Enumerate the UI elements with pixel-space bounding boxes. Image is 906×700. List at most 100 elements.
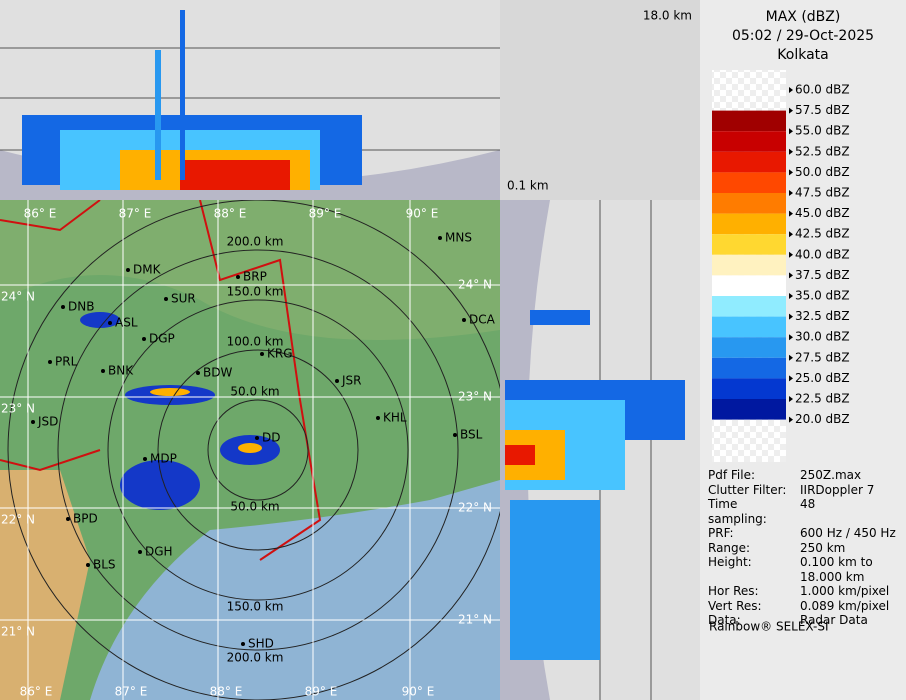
- city-dot: [143, 457, 147, 461]
- legend-label: 55.0 dBZ: [795, 124, 850, 138]
- city-label: KRG: [267, 347, 293, 361]
- city-dot: [376, 416, 380, 420]
- legend-arrow: [789, 272, 793, 279]
- city-label: BDW: [203, 366, 232, 380]
- info-key: Height:: [708, 555, 752, 569]
- info-row: Time sampling: 48: [708, 497, 904, 526]
- legend-label: 22.5 dBZ: [795, 392, 850, 406]
- range-ring: [157, 349, 359, 551]
- lon-label: 88° E: [214, 207, 247, 221]
- legend-arrow: [789, 210, 793, 217]
- legend-swatch: [712, 399, 786, 420]
- info-value: IIRDoppler 7: [800, 482, 875, 497]
- info-value: 0.089 km/pixel: [800, 598, 890, 613]
- info-row: Range: 250 km: [708, 541, 904, 556]
- side-echo: [505, 310, 685, 660]
- legend-label: 60.0 dBZ: [795, 83, 850, 97]
- legend-label: 37.5 dBZ: [795, 268, 850, 282]
- lat-label: 21° N: [1, 625, 35, 639]
- city-label: DGP: [149, 332, 175, 346]
- legend-swatch: [712, 254, 786, 276]
- range-label: 100.0 km: [227, 335, 284, 349]
- range-label: 150.0 km: [227, 600, 284, 614]
- legend-label: 20.0 dBZ: [795, 412, 850, 426]
- lon-label: 90° E: [402, 685, 435, 699]
- legend-label: 45.0 dBZ: [795, 206, 850, 220]
- info-row: Data: Radar Data: [708, 613, 904, 628]
- info-value: 0.100 km to 18.000 km: [800, 555, 873, 584]
- legend-label: 52.5 dBZ: [795, 144, 850, 158]
- legend-label: 35.0 dBZ: [795, 289, 850, 303]
- legend-arrow: [789, 313, 793, 320]
- legend-swatch: [712, 213, 786, 235]
- city-label: BRP: [243, 270, 267, 284]
- city-dot: [108, 321, 112, 325]
- legend-swatch: [712, 172, 786, 193]
- city-label: BSL: [460, 428, 483, 442]
- lon-label: 86° E: [20, 685, 53, 699]
- info-key: Time sampling:: [708, 497, 767, 526]
- info-key: Range:: [708, 540, 751, 555]
- city-dot: [241, 642, 245, 646]
- legend-label: 57.5 dBZ: [795, 103, 850, 117]
- legend-arrow: [789, 396, 793, 402]
- legend-arrow: [789, 148, 793, 155]
- city-dot: [142, 337, 146, 341]
- city-dot: [31, 420, 35, 424]
- city-dot: [453, 433, 457, 437]
- city-label: DNB: [68, 300, 94, 314]
- info-key: Pdf File:: [708, 468, 756, 482]
- info-value: 1.000 km/pixel: [800, 584, 890, 598]
- city-label: BLS: [93, 558, 116, 572]
- legend-arrow: [789, 87, 793, 93]
- info-row: Hor Res: 1.000 km/pixel: [708, 584, 904, 599]
- legend-swatch: [712, 110, 786, 132]
- header-product: MAX (dBZ): [766, 9, 841, 25]
- lat-label: 23° N: [1, 402, 35, 416]
- legend-arrow: [789, 416, 793, 423]
- range-ring: [57, 249, 459, 651]
- legend-swatch: [712, 337, 786, 358]
- city-label: BNK: [108, 364, 134, 378]
- top-echo: [22, 10, 362, 190]
- legend-swatch: [712, 131, 786, 152]
- legend-swatch: [712, 151, 786, 173]
- lat-label: 24° N: [458, 278, 492, 292]
- legend-arrow: [789, 190, 793, 196]
- info-value: 48: [800, 497, 816, 511]
- city-dot: [255, 436, 259, 440]
- range-label: 150.0 km: [227, 285, 284, 299]
- info-row: Pdf File: 250Z.max: [708, 468, 904, 483]
- info-row: PRF: 600 Hz / 450 Hz: [708, 526, 904, 541]
- legend-swatch: [712, 296, 786, 317]
- legend-arrow: [789, 231, 793, 238]
- legend-swatch: [712, 275, 786, 296]
- city-label: DGH: [145, 545, 173, 559]
- legend-swatch: [712, 357, 786, 379]
- city-dot: [196, 371, 200, 375]
- city-label: DD: [262, 431, 280, 445]
- city-label: SHD: [248, 637, 274, 651]
- info-row: Vert Res: 0.089 km/pixel: [708, 599, 904, 614]
- legend-label: 25.0 dBZ: [795, 371, 850, 385]
- legend-arrow: [789, 128, 793, 135]
- city-label: MDP: [150, 452, 177, 466]
- range-ring: [207, 399, 309, 501]
- legend-swatch: [712, 378, 786, 399]
- info-row: Height: 0.100 km to 18.000 km: [708, 555, 904, 584]
- header-site: Kolkata: [777, 47, 828, 63]
- city-dot: [438, 236, 442, 240]
- info-value: Radar Data: [800, 613, 868, 627]
- city-dot: [164, 297, 168, 301]
- legend-swatch: [712, 316, 786, 338]
- legend-label: 50.0 dBZ: [795, 165, 850, 179]
- info-key: Clutter Filter:: [708, 482, 787, 497]
- header-datetime: 05:02 / 29-Oct-2025: [732, 28, 874, 44]
- lon-label: 89° E: [305, 685, 338, 699]
- lat-label: 22° N: [458, 501, 492, 515]
- legend-label: 40.0 dBZ: [795, 247, 850, 261]
- city-label: SUR: [171, 292, 196, 306]
- range-label: 200.0 km: [227, 235, 284, 249]
